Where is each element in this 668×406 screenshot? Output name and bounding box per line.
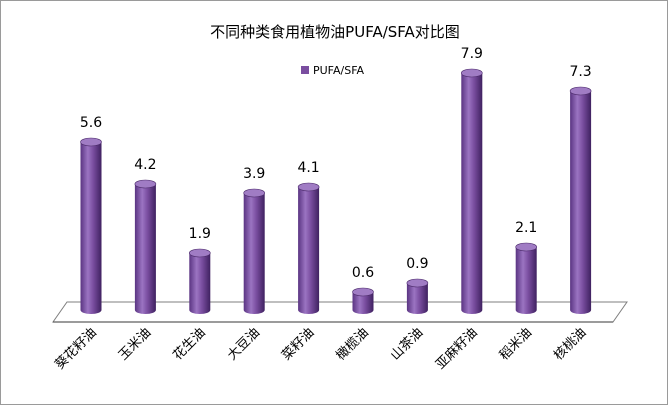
bar-top (515, 242, 538, 252)
bar (80, 137, 102, 314)
bar (569, 86, 592, 314)
bar (297, 182, 320, 314)
bar (134, 179, 157, 314)
bar-top (189, 248, 211, 258)
value-label: 0.9 (406, 256, 428, 272)
bar-body (134, 184, 156, 314)
bar-top (406, 278, 429, 288)
category-label: 葵花籽油 (52, 325, 100, 373)
category-label: 山茶油 (387, 325, 426, 364)
category-axis: 葵花籽油 玉米油 花生油 大豆油 菜籽油 橄榄油 山茶油 亚麻籽油 稻米油 核桃油 (52, 325, 590, 373)
bar-body (406, 283, 428, 314)
bar-body (570, 91, 592, 314)
category-label: 橄榄油 (333, 325, 372, 364)
bar-body (515, 247, 537, 314)
value-label: 0.6 (352, 265, 374, 281)
value-label: 4.1 (297, 160, 319, 176)
bar (189, 248, 211, 314)
legend-label: PUFA/SFA (313, 64, 365, 77)
bar (243, 188, 265, 314)
value-label: 4.2 (134, 157, 156, 173)
bar-top (134, 179, 157, 189)
bar (515, 242, 538, 314)
category-label: 玉米油 (116, 325, 154, 363)
value-label: 1.9 (189, 226, 211, 242)
legend-swatch (301, 66, 309, 74)
bar-body (461, 73, 483, 314)
value-labels: 5.6 4.2 1.9 3.9 4.1 0.6 0.9 7.9 2.1 7.3 (80, 46, 592, 281)
bar-top (297, 182, 320, 192)
category-label: 大豆油 (225, 325, 263, 363)
bar-body (243, 193, 265, 314)
bar-top (352, 287, 374, 297)
bar-body (80, 142, 102, 314)
value-label: 7.9 (461, 46, 483, 62)
bars (80, 68, 592, 314)
category-label: 亚麻籽油 (433, 325, 480, 372)
legend: PUFA/SFA (301, 64, 365, 77)
bar (352, 287, 374, 314)
chart-title: 不同种类食用植物油PUFA/SFA对比图 (210, 23, 460, 41)
value-label: 3.9 (243, 166, 265, 182)
value-label: 5.6 (80, 115, 102, 131)
value-label: 7.3 (569, 64, 591, 80)
bar-top (243, 188, 265, 198)
bar-top (569, 86, 592, 96)
bar-body (298, 187, 320, 314)
bar-top (460, 68, 483, 78)
bar (460, 68, 483, 314)
category-label: 花生油 (170, 325, 209, 364)
category-label: 稻米油 (497, 325, 535, 363)
bar (406, 278, 429, 314)
bar-top (80, 137, 102, 147)
value-label: 2.1 (515, 220, 537, 236)
category-label: 核桃油 (551, 325, 589, 363)
bar-body (189, 253, 211, 314)
category-label: 菜籽油 (279, 325, 317, 363)
bar-body (352, 292, 374, 314)
